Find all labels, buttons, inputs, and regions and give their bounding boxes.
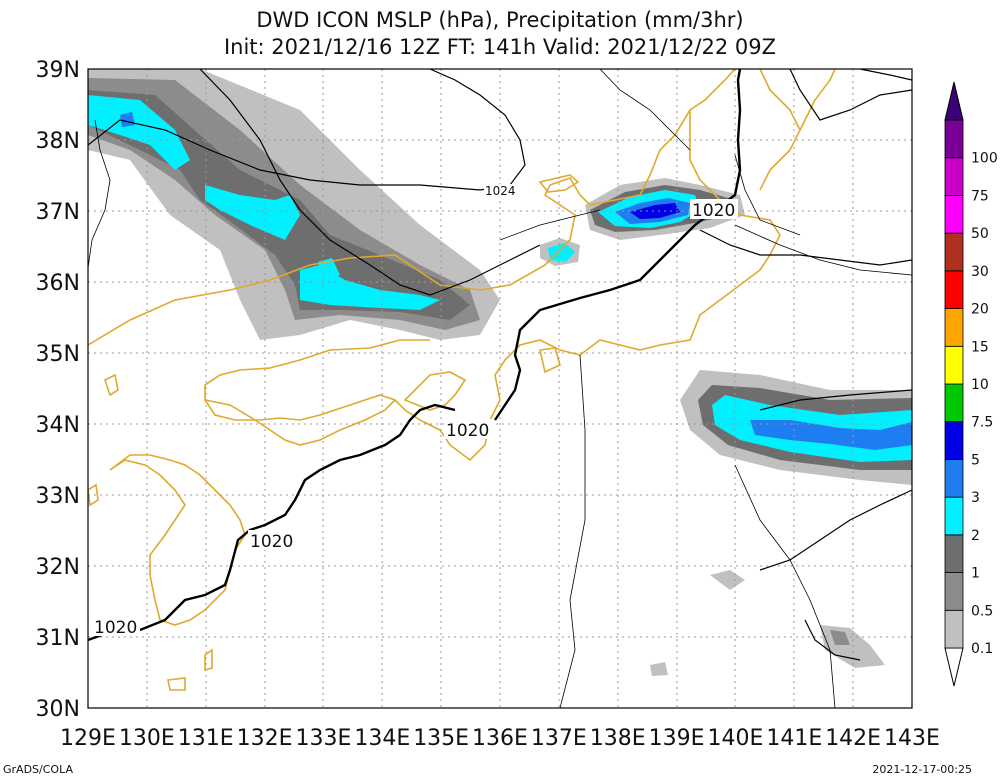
lat-tick-label: 35N <box>36 342 80 367</box>
lat-tick-label: 34N <box>36 413 80 438</box>
legend-bin <box>944 232 964 272</box>
legend-label: 50 <box>971 226 989 242</box>
lon-tick-label: 132E <box>237 726 293 751</box>
lat-tick-label: 37N <box>36 200 80 225</box>
grid-lines <box>88 69 912 708</box>
legend-label: 15 <box>971 339 989 355</box>
lon-tick-label: 137E <box>531 726 587 751</box>
legend-bin <box>944 195 964 234</box>
lon-tick-label: 136E <box>472 726 528 751</box>
lat-tick-label: 30N <box>36 697 80 722</box>
legend-bin <box>944 157 964 196</box>
lon-tick-label: 135E <box>413 726 469 751</box>
lat-tick-label: 31N <box>36 626 80 651</box>
lon-tick-label: 131E <box>178 726 234 751</box>
legend-label: 75 <box>971 188 989 204</box>
legend-label: 30 <box>971 264 989 280</box>
lat-tick-label: 32N <box>36 555 80 580</box>
latitude-axis: 39N 38N 37N 36N 35N 34N 33N 32N 31N 30N <box>36 58 80 722</box>
legend-bin <box>944 459 964 498</box>
lon-tick-label: 130E <box>119 726 175 751</box>
isobar-labels: 1020 1020 1020 1020 1024 <box>92 184 738 638</box>
isobar-label: 1020 <box>446 421 489 441</box>
legend-label: 2 <box>971 528 980 544</box>
legend-bin <box>944 119 964 159</box>
lat-tick-label: 36N <box>36 271 80 296</box>
isobar-label: 1024 <box>485 184 516 198</box>
footer-timestamp: 2021-12-17-00:25 <box>872 763 972 776</box>
precip-cell-niigata <box>540 178 745 266</box>
legend-bin <box>944 496 964 536</box>
legend-bin <box>944 270 964 309</box>
lon-tick-label: 139E <box>649 726 705 751</box>
legend-label: 1 <box>971 566 980 582</box>
lon-tick-label: 140E <box>707 726 763 751</box>
legend-bin <box>944 572 964 611</box>
precip-legend: 0.1 0.5 1 2 3 5 7.5 10 15 20 30 50 75 100 <box>944 81 998 687</box>
legend-label: 10 <box>971 377 989 393</box>
lon-tick-label: 133E <box>295 726 351 751</box>
legend-label: 20 <box>971 302 989 318</box>
legend-bin <box>944 345 964 385</box>
legend-bin <box>944 383 964 423</box>
isobars <box>88 69 912 661</box>
lon-tick-label: 141E <box>766 726 822 751</box>
legend-label: 0.5 <box>971 603 993 619</box>
lon-tick-label: 143E <box>884 726 940 751</box>
lon-tick-label: 138E <box>590 726 646 751</box>
isobar-label: 1020 <box>250 532 293 552</box>
legend-label: 100 <box>971 151 998 167</box>
lon-tick-label: 129E <box>60 726 116 751</box>
precip-band-pacific <box>650 370 912 676</box>
lat-tick-label: 39N <box>36 58 80 83</box>
lat-tick-label: 33N <box>36 484 80 509</box>
plot-frame <box>87 68 913 709</box>
map-title: DWD ICON MSLP (hPa), Precipitation (mm/3… <box>256 8 744 32</box>
longitude-axis: 129E 130E 131E 132E 133E 134E 135E 136E 137E 138E… <box>60 726 940 751</box>
map-subtitle: Init: 2021/12/16 12Z FT: 141h Valid: 202… <box>223 35 777 59</box>
legend-bin <box>944 421 964 460</box>
legend-label: 0.1 <box>971 641 993 657</box>
legend-bin <box>944 81 964 121</box>
precip-band-japan-sea <box>88 69 500 340</box>
legend-label: 7.5 <box>971 415 993 431</box>
legend-bin <box>944 534 964 573</box>
legend-bin <box>944 308 964 347</box>
lat-tick-label: 38N <box>36 129 80 154</box>
lon-tick-label: 134E <box>354 726 410 751</box>
legend-label: 5 <box>971 452 980 468</box>
isobar-label: 1020 <box>692 201 735 221</box>
footer-credit: GrADS/COLA <box>3 763 73 776</box>
legend-label: 3 <box>971 490 980 506</box>
legend-bin <box>944 609 964 649</box>
legend-bin <box>944 647 964 687</box>
lon-tick-label: 142E <box>825 726 881 751</box>
isobar-label: 1020 <box>94 618 137 638</box>
